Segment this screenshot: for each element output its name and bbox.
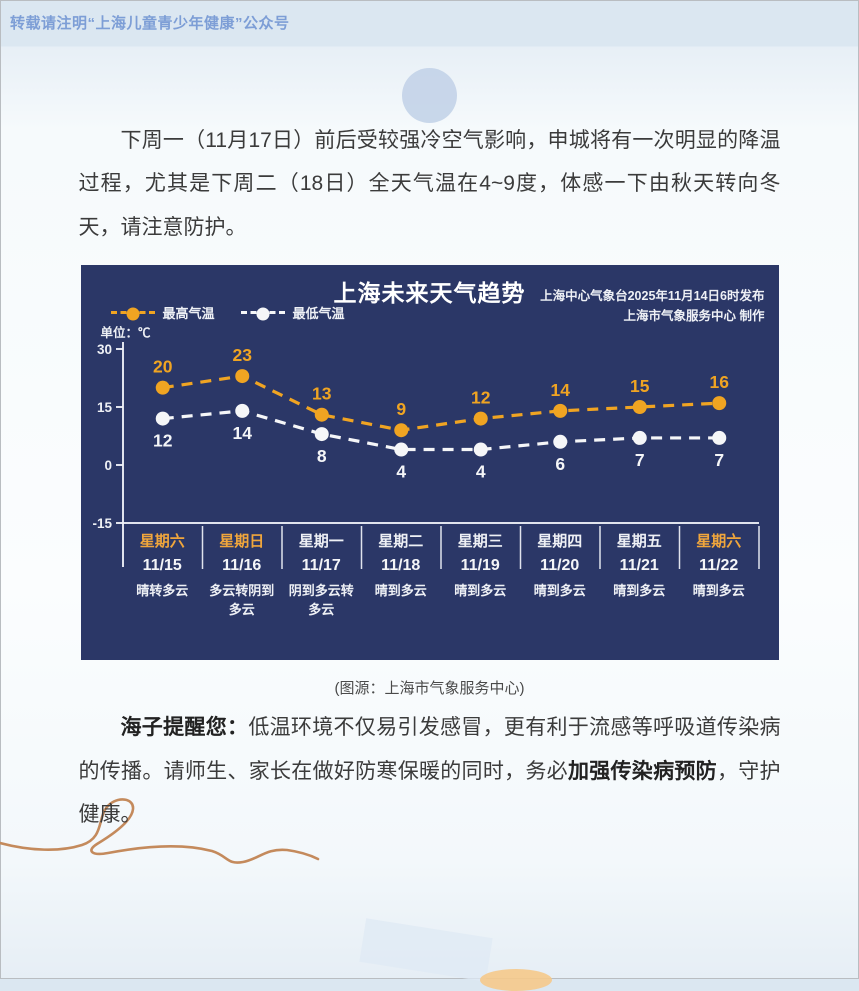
circle-decoration-top — [402, 68, 457, 123]
legend-label: 最低气温 — [292, 306, 345, 322]
day-column: 星期四 11/20 晴到多云 — [520, 531, 600, 619]
day-name: 星期四 — [537, 533, 583, 551]
legend-label: 最高气温 — [162, 306, 215, 322]
issue-line-2: 上海市气象服务中心 制作 — [623, 308, 765, 323]
reminder-text-2: ，守护健康。 — [78, 759, 781, 827]
svg-text:8: 8 — [316, 446, 326, 466]
svg-text:16: 16 — [709, 373, 729, 393]
day-name: 星期一 — [298, 533, 344, 551]
day-table: 星期六 11/15 晴转多云 星期日 11/16 多云转阴到多云 星期一 11/17 阴到多云转… — [123, 531, 759, 619]
day-column: 星期一 11/17 阴到多云转多云 — [282, 531, 362, 619]
day-date: 11/19 — [460, 556, 500, 574]
chart-legend: 最高气温 最低气温 — [110, 303, 345, 322]
svg-text:15: 15 — [630, 376, 650, 396]
svg-text:6: 6 — [555, 454, 565, 474]
reprint-note: 转载请注明“上海儿童青少年健康”公众号 — [10, 15, 290, 32]
day-date: 11/21 — [619, 556, 659, 574]
day-weather: 晴到多云 — [454, 582, 507, 598]
legend-marker-icon — [240, 307, 285, 321]
reminder-text-1: 低温环境不仅易引发感冒，更有利于流感等呼吸道传染病的传播。请师生、家长在做好防寒… — [78, 716, 781, 783]
weather-chart: 30 15 0 -15 20 23 13 9 12 14 15 16 12 14 8 4 4 6 7 7 上海未来天气… — [80, 265, 779, 661]
svg-text:-15: -15 — [92, 516, 112, 531]
reminder-paragraph: 海子提醒您：低温环境不仅易引发感冒，更有利于流感等呼吸道传染病的传播。请师生、家… — [79, 706, 781, 836]
svg-text:0: 0 — [104, 458, 112, 473]
day-weather: 阴到多云转多云 — [288, 582, 354, 617]
day-weather: 晴到多云 — [533, 582, 586, 598]
day-date: 11/22 — [699, 556, 739, 574]
day-column: 星期三 11/19 晴到多云 — [441, 531, 521, 619]
day-column: 星期六 11/15 晴转多云 — [123, 531, 203, 619]
svg-text:12: 12 — [471, 388, 491, 408]
rect-decoration-bottom — [359, 918, 493, 982]
reminder-lead: 海子提醒您： — [120, 716, 249, 740]
day-date: 11/20 — [540, 556, 580, 574]
day-column: 星期五 11/21 晴到多云 — [600, 531, 680, 619]
svg-text:13: 13 — [312, 384, 332, 404]
day-name: 星期二 — [378, 533, 424, 551]
svg-text:20: 20 — [153, 357, 173, 377]
squiggle-decoration — [0, 798, 320, 864]
svg-text:9: 9 — [396, 400, 406, 420]
plot-svg: 30 15 0 -15 20 23 13 9 12 14 15 16 12 14 8 4 4 6 7 7 — [92, 342, 760, 570]
day-column: 星期二 11/18 晴到多云 — [361, 531, 441, 619]
day-column: 星期日 11/16 多云转阴到多云 — [202, 531, 282, 619]
svg-text:14: 14 — [232, 423, 252, 443]
svg-text:30: 30 — [96, 342, 111, 357]
image-caption: (图源：上海市气象服务中心) — [334, 680, 525, 698]
svg-text:4: 4 — [396, 462, 406, 482]
day-weather: 晴转多云 — [136, 582, 189, 598]
chart-title: 上海未来天气趋势 — [333, 280, 526, 307]
day-date: 11/17 — [301, 556, 341, 574]
day-weather: 晴到多云 — [692, 582, 745, 598]
reminder-bold: 加强传染病预防 — [567, 759, 717, 783]
day-name: 星期五 — [616, 533, 662, 551]
day-weather: 晴到多云 — [613, 582, 666, 598]
svg-text:15: 15 — [96, 400, 112, 415]
svg-text:14: 14 — [550, 380, 570, 400]
day-date: 11/15 — [142, 556, 182, 574]
svg-text:7: 7 — [634, 450, 644, 470]
day-name: 星期三 — [457, 533, 503, 551]
issue-info: 上海中心气象台2025年11月14日6时发布 上海市气象服务中心 制作 — [540, 287, 764, 326]
day-name: 星期六 — [139, 533, 185, 551]
legend-dot-icon — [126, 307, 139, 321]
day-name: 星期六 — [696, 533, 742, 551]
orange-decoration-bottom — [480, 969, 552, 991]
legend-marker-icon — [110, 307, 155, 321]
day-weather: 晴到多云 — [374, 582, 427, 598]
day-name: 星期日 — [219, 533, 265, 551]
unit-label: 单位：℃ — [100, 326, 151, 341]
legend-item: 最低气温 — [240, 303, 345, 322]
legend-item: 最高气温 — [110, 303, 215, 322]
day-weather: 多云转阴到多云 — [209, 582, 275, 617]
day-column: 星期六 11/22 晴到多云 — [679, 531, 759, 619]
day-date: 11/16 — [222, 556, 262, 574]
intro-paragraph: 下周一（11月17日）前后受较强冷空气影响，申城将有一次明显的降温过程，尤其是下… — [78, 129, 781, 239]
svg-text:4: 4 — [475, 462, 485, 482]
legend-dot-icon — [256, 307, 270, 321]
svg-text:23: 23 — [232, 345, 252, 365]
day-date: 11/18 — [381, 556, 421, 574]
issue-line-1: 上海中心气象台2025年11月14日6时发布 — [540, 289, 765, 304]
svg-text:12: 12 — [153, 431, 173, 451]
svg-text:7: 7 — [714, 450, 724, 470]
